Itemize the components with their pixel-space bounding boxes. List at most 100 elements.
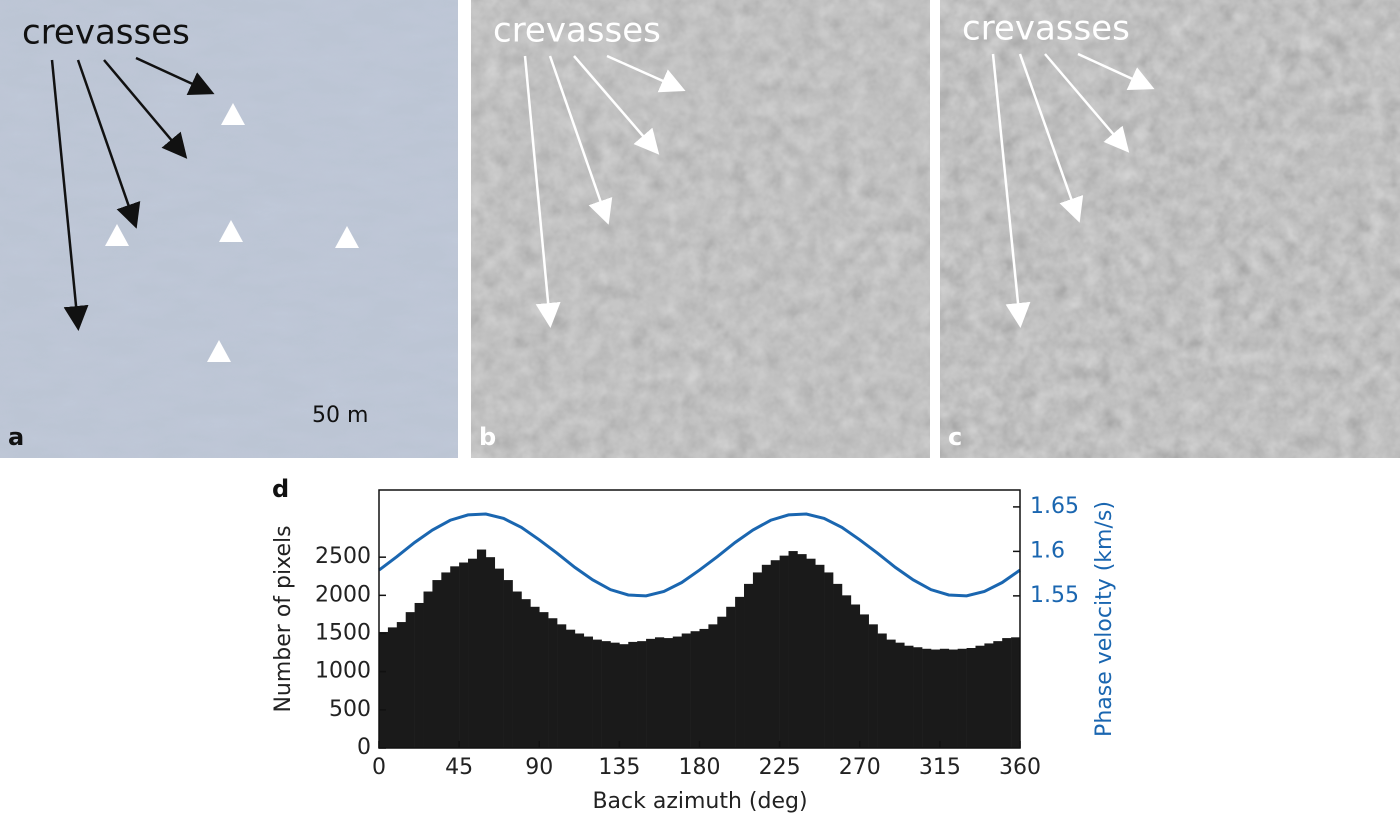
- bar: [592, 639, 602, 748]
- bar: [761, 564, 772, 748]
- bar: [423, 591, 433, 748]
- bar: [717, 616, 727, 748]
- scale-label: 50 m: [312, 403, 368, 428]
- panel-b: crevasses b: [471, 0, 930, 458]
- bar: [628, 641, 638, 748]
- bar: [815, 564, 825, 748]
- bar: [405, 612, 415, 748]
- bar: [494, 568, 504, 748]
- y-tick-label: 0: [357, 735, 371, 760]
- bar: [841, 595, 852, 748]
- markers: [105, 103, 359, 362]
- bar: [530, 606, 540, 748]
- bar: [583, 636, 593, 748]
- x-tick-label: 45: [445, 755, 473, 780]
- bar: [610, 642, 620, 748]
- x-tick-label: 90: [525, 755, 553, 780]
- bar: [379, 631, 389, 748]
- x-tick-label: 135: [598, 755, 640, 780]
- bar: [672, 636, 682, 748]
- bar: [770, 560, 780, 748]
- bar: [859, 614, 869, 748]
- annotation: crevasses: [22, 13, 190, 53]
- bar: [557, 624, 567, 748]
- bar: [601, 641, 611, 748]
- y2-tick-label: 1.55: [1030, 583, 1079, 608]
- bar: [975, 645, 985, 748]
- bar: [450, 566, 460, 748]
- bar: [797, 554, 807, 748]
- y-tick-label: 2500: [315, 544, 371, 569]
- bar: [548, 618, 558, 748]
- x-axis-label: Back azimuth (deg): [592, 789, 807, 814]
- y2-tick-label: 1.65: [1030, 494, 1079, 519]
- bar: [1011, 637, 1021, 748]
- y-tick-label: 2000: [315, 582, 371, 607]
- y-axis-label: Number of pixels: [271, 525, 296, 712]
- bar: [735, 596, 745, 748]
- bar: [459, 562, 469, 748]
- bar: [752, 572, 763, 748]
- annotation: crevasses: [493, 11, 661, 51]
- panel-c: crevasses c: [940, 0, 1400, 458]
- bar: [414, 602, 424, 748]
- bar: [788, 551, 798, 748]
- bar: [833, 583, 843, 748]
- bar: [957, 648, 967, 748]
- bar: [432, 580, 442, 748]
- bar: [619, 644, 629, 748]
- phase-velocity-line: [378, 512, 1021, 598]
- bar: [476, 549, 487, 748]
- bar: [681, 633, 691, 748]
- bar: [690, 631, 700, 748]
- bar: [539, 612, 549, 748]
- panel-label: a: [8, 423, 24, 451]
- bar: [521, 599, 531, 748]
- bar: [868, 624, 878, 748]
- bar: [922, 648, 932, 748]
- bar: [441, 572, 451, 748]
- bar: [930, 649, 941, 748]
- y-tick-label: 500: [329, 697, 371, 722]
- bar: [663, 638, 674, 748]
- annotation: crevasses: [962, 9, 1130, 49]
- bar: [993, 641, 1003, 748]
- bar: [726, 606, 736, 748]
- bar: [913, 647, 923, 748]
- bar: [512, 591, 522, 748]
- x-tick-label: 225: [759, 755, 801, 780]
- x-tick-label: 0: [372, 755, 386, 780]
- bar: [948, 649, 958, 748]
- bar: [744, 583, 754, 748]
- bar: [503, 580, 513, 748]
- y2-axis-label: Phase velocity (km/s): [1092, 501, 1117, 737]
- arrows: [50, 56, 215, 331]
- image-texture: [940, 0, 1400, 458]
- x-tick-label: 270: [839, 755, 881, 780]
- chart: d Back azimuth (deg) Number of pixels Ph…: [271, 475, 1117, 814]
- bar: [468, 558, 478, 748]
- panel-label: c: [948, 423, 962, 451]
- y2-tick-label: 1.6: [1030, 538, 1065, 563]
- bar: [396, 622, 407, 748]
- bar: [824, 572, 834, 748]
- bar: [939, 648, 950, 748]
- bar: [850, 604, 861, 748]
- bar: [708, 624, 718, 748]
- bar: [966, 648, 976, 748]
- arrows: [523, 54, 686, 328]
- image-texture: [471, 0, 930, 458]
- y-tick-label: 1500: [315, 621, 371, 646]
- bar: [904, 645, 914, 748]
- panel-a: crevasses 50 m a: [0, 0, 458, 458]
- y-tick-label: 1000: [315, 659, 371, 684]
- x-tick-label: 360: [999, 755, 1041, 780]
- bar: [646, 638, 656, 748]
- bar: [779, 555, 789, 748]
- bar: [984, 643, 994, 748]
- panel-label: d: [272, 475, 289, 503]
- x-tick-label: 315: [919, 755, 961, 780]
- bar: [699, 628, 709, 748]
- bar: [886, 639, 896, 748]
